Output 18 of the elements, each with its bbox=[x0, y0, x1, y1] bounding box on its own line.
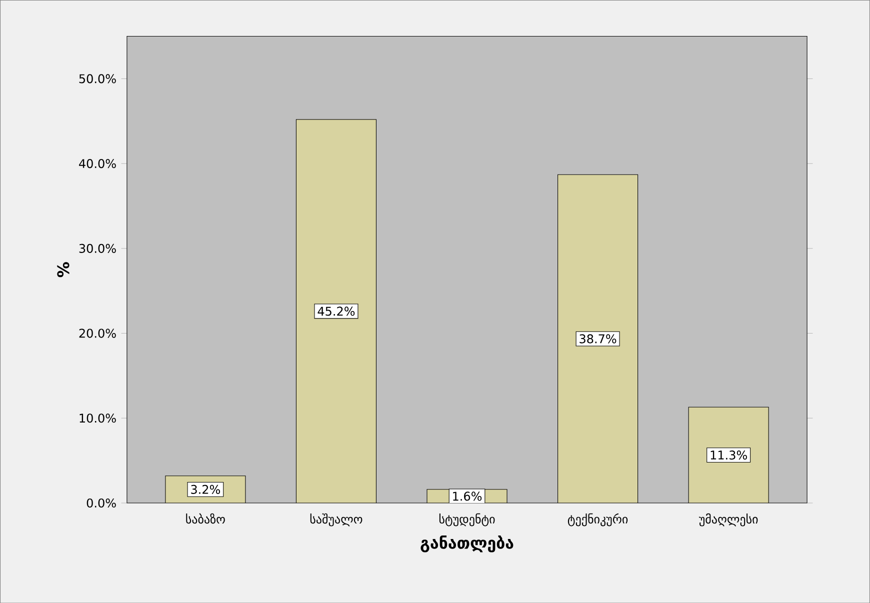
x-tick-label: უმაღლესი bbox=[698, 513, 758, 526]
y-tick-label: 30.0% bbox=[79, 244, 116, 253]
x-axis-title: განათლება bbox=[420, 535, 514, 552]
y-tick-label: 50.0% bbox=[79, 74, 116, 84]
y-tick-label: 40.0% bbox=[79, 158, 116, 168]
x-tick-label: საშუალო bbox=[310, 513, 362, 526]
x-tick-label: საბაზო bbox=[186, 513, 225, 524]
y-tick-label: 10.0% bbox=[80, 413, 116, 423]
data-label: 3.2% bbox=[191, 484, 220, 494]
data-label: 45.2% bbox=[318, 306, 355, 316]
y-axis-title: % bbox=[57, 262, 70, 277]
data-label: 11.3% bbox=[710, 450, 747, 460]
data-label: 1.6% bbox=[453, 492, 482, 501]
x-tick-label: ტექნიკური bbox=[568, 513, 628, 526]
y-tick-label: 20.0% bbox=[79, 328, 116, 338]
y-tick-label: 0.0% bbox=[86, 498, 116, 508]
x-tick-label: სტუდენტი bbox=[439, 513, 495, 526]
data-label: 38.7% bbox=[580, 334, 616, 344]
